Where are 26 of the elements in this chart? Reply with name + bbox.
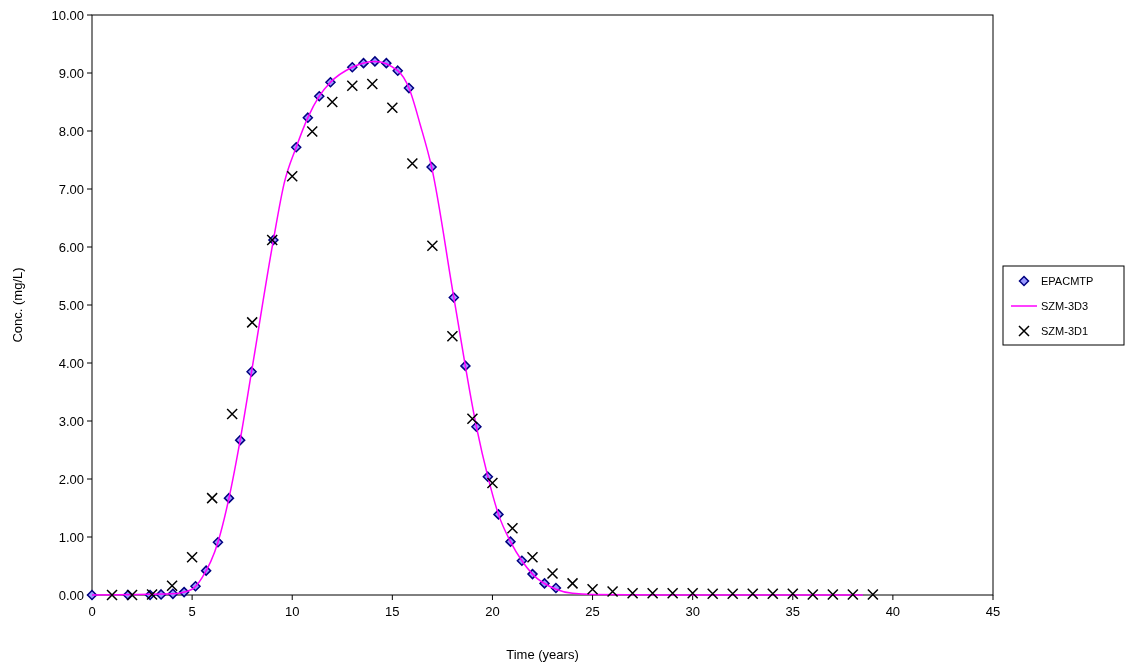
y-tick-label: 10.00: [51, 8, 84, 23]
y-tick-label: 8.00: [58, 124, 84, 139]
legend-label: EPACMTP: [1041, 275, 1094, 287]
x-tick-label: 25: [585, 604, 600, 619]
x-tick-label: 0: [88, 604, 96, 619]
x-tick-label: 10: [284, 604, 300, 619]
legend-label: SZM-3D1: [1041, 325, 1089, 337]
y-tick-label: 2.00: [58, 472, 84, 487]
x-tick-label: 30: [685, 604, 700, 619]
y-tick-label: 5.00: [58, 298, 84, 313]
y-tick-label: 1.00: [58, 530, 84, 545]
x-axis-title: Time (years): [506, 647, 579, 662]
y-tick-label: 4.00: [58, 356, 84, 371]
y-tick-label: 0.00: [58, 588, 84, 603]
y-axis-title: Conc. (mg/L): [10, 267, 25, 343]
x-tick-label: 5: [188, 604, 196, 619]
x-tick-label: 40: [885, 604, 901, 619]
legend-label: SZM-3D3: [1041, 300, 1089, 312]
y-tick-label: 6.00: [58, 240, 84, 255]
x-tick-label: 35: [785, 604, 801, 619]
x-tick-label: 15: [385, 604, 400, 619]
y-tick-label: 3.00: [58, 414, 84, 429]
x-tick-label: 20: [485, 604, 500, 619]
y-tick-label: 9.00: [58, 66, 84, 81]
x-tick-label: 45: [985, 604, 1001, 619]
y-tick-label: 7.00: [58, 182, 84, 197]
